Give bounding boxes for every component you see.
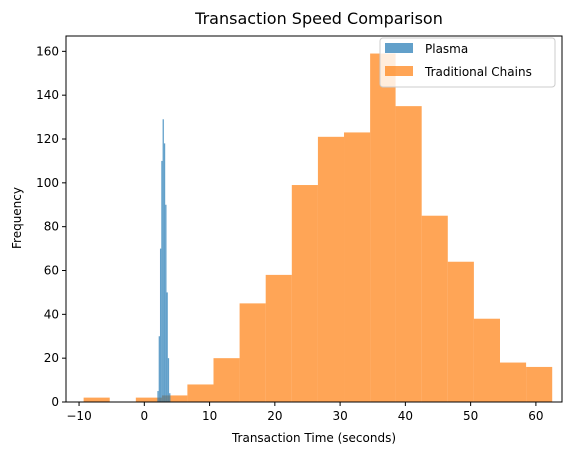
traditional-chains-bar xyxy=(83,397,110,402)
traditional-chains-bars xyxy=(83,53,553,403)
plasma-bar xyxy=(162,119,164,403)
y-tick-label: 140 xyxy=(36,88,59,102)
x-tick-label: 0 xyxy=(140,409,148,423)
traditional-chains-bar xyxy=(500,362,527,402)
plot-frame xyxy=(65,35,563,403)
traditional-chains-bar xyxy=(291,185,318,402)
legend-label-traditional-chains: Traditional Chains xyxy=(424,65,532,79)
plasma-bar xyxy=(165,204,167,402)
plasma-bar xyxy=(169,393,171,402)
traditional-chains-bar xyxy=(135,397,162,402)
plasma-bar xyxy=(167,358,170,402)
traditional-chains-bar xyxy=(187,384,214,402)
y-axis-label: Frequency xyxy=(10,187,24,249)
y-tick-label: 60 xyxy=(44,264,59,278)
plasma-bar xyxy=(161,160,163,402)
x-tick-label: 50 xyxy=(463,409,478,423)
plasma-bar xyxy=(159,248,162,402)
plasma-bars xyxy=(157,119,171,403)
y-tick-label: 120 xyxy=(36,132,59,146)
x-tick-label: 60 xyxy=(528,409,543,423)
x-tick-label: −10 xyxy=(66,409,91,423)
traditional-chains-bar xyxy=(161,395,188,402)
traditional-chains-bar xyxy=(473,318,500,402)
legend-swatch-traditional-chains xyxy=(385,66,413,76)
traditional-chains-bar xyxy=(265,274,292,402)
x-tick-label: 30 xyxy=(332,409,347,423)
traditional-chains-bar xyxy=(447,261,474,402)
axes-frame xyxy=(65,35,563,403)
plasma-bar xyxy=(163,143,166,402)
y-tick-label: 20 xyxy=(44,351,59,365)
traditional-chains-bar xyxy=(395,106,422,402)
legend-label-plasma: Plasma xyxy=(425,42,468,56)
x-axis-label: Transaction Time (seconds) xyxy=(231,431,396,445)
x-tick-label: 40 xyxy=(398,409,413,423)
traditional-chains-bar xyxy=(213,358,240,402)
traditional-chains-bar xyxy=(317,136,345,402)
traditional-chains-bar xyxy=(421,215,448,402)
legend: Plasma Traditional Chains xyxy=(379,37,556,88)
x-tick-label: 10 xyxy=(202,409,217,423)
traditional-chains-bar xyxy=(239,303,266,402)
y-tick-label: 100 xyxy=(36,176,59,190)
legend-frame xyxy=(379,37,556,88)
y-axis-ticks: 0 20 40 60 80 100 120 140 160 xyxy=(36,44,66,409)
plasma-bar xyxy=(157,391,159,402)
x-tick-label: 20 xyxy=(267,409,282,423)
y-tick-label: 160 xyxy=(36,44,59,58)
plasma-bar xyxy=(158,336,160,402)
legend-swatch-plasma xyxy=(385,43,413,53)
traditional-chains-bar xyxy=(526,366,553,402)
y-tick-label: 80 xyxy=(44,220,59,234)
chart-title: Transaction Speed Comparison xyxy=(194,9,443,28)
plasma-bar xyxy=(166,292,168,402)
traditional-chains-bar xyxy=(344,132,371,402)
y-tick-label: 0 xyxy=(51,395,59,409)
y-tick-label: 40 xyxy=(44,307,59,321)
x-axis-ticks: −10 0 10 20 30 40 50 60 xyxy=(66,402,544,423)
traditional-chains-bar xyxy=(370,53,396,403)
